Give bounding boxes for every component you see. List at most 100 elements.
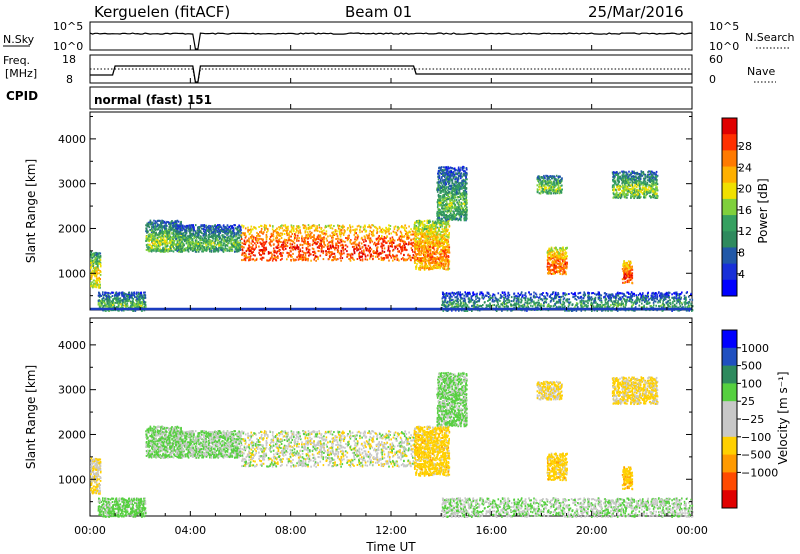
- power-cell: [440, 254, 442, 256]
- power-cell: [416, 265, 418, 267]
- power-cell: [424, 232, 426, 234]
- power-cell: [434, 257, 436, 259]
- power-cell: [244, 258, 246, 260]
- power-cell: [346, 256, 348, 258]
- power-cell: [195, 244, 197, 246]
- power-cell: [209, 250, 211, 252]
- power-cell: [434, 222, 436, 224]
- power-cell: [145, 297, 147, 299]
- power-cell: [295, 248, 297, 250]
- power-cell: [427, 233, 429, 235]
- power-cell: [130, 305, 132, 307]
- power-cell: [318, 245, 320, 247]
- power-cell: [430, 267, 432, 269]
- power-cell: [378, 238, 380, 240]
- power-cell: [248, 240, 250, 242]
- power-cell: [426, 255, 428, 257]
- power-cell: [376, 243, 378, 245]
- power-cell: [445, 235, 447, 237]
- power-cell: [297, 235, 299, 237]
- power-cell: [110, 303, 112, 305]
- power-cell: [177, 228, 179, 230]
- power-cell: [261, 238, 263, 240]
- noise-sky-label: N.Sky: [3, 33, 35, 46]
- power-cell: [409, 237, 411, 239]
- power-cell: [298, 258, 300, 260]
- power-cell: [235, 235, 237, 237]
- power-cell: [297, 248, 299, 250]
- power-cell: [359, 256, 361, 258]
- power-cell: [115, 298, 117, 300]
- power-cell: [238, 250, 240, 252]
- power-cell: [278, 239, 280, 241]
- power-cell: [396, 234, 398, 236]
- power-cell: [212, 228, 214, 230]
- power-cell: [274, 256, 276, 258]
- power-cell: [420, 260, 422, 262]
- power-cell: [381, 257, 383, 259]
- power-cell: [371, 254, 373, 256]
- power-cell: [326, 240, 328, 242]
- power-cell: [420, 254, 422, 256]
- power-cell: [310, 234, 312, 236]
- power-cell: [364, 239, 366, 241]
- power-cell: [93, 265, 95, 267]
- power-cell: [354, 251, 356, 253]
- power-cell: [332, 235, 334, 237]
- power-cell: [380, 253, 382, 255]
- power-cell: [255, 237, 257, 239]
- power-cell: [200, 245, 202, 247]
- power-cell: [184, 225, 186, 227]
- power-cell: [188, 243, 190, 245]
- power-cell: [262, 243, 264, 245]
- power-cell: [173, 225, 175, 227]
- power-cell: [340, 245, 342, 247]
- power-cell: [355, 236, 357, 238]
- power-cell: [273, 248, 275, 250]
- power-cell: [251, 226, 253, 228]
- power-cell: [198, 251, 200, 253]
- power-cell: [296, 239, 298, 241]
- power-cell: [266, 238, 268, 240]
- power-cell: [116, 295, 118, 297]
- power-cell: [445, 249, 447, 251]
- power-cell: [165, 240, 167, 242]
- power-cell: [404, 229, 406, 231]
- power-cell: [215, 237, 217, 239]
- power-cell: [354, 234, 356, 236]
- power-cell: [379, 227, 381, 229]
- power-cell: [95, 261, 97, 263]
- power-cell: [440, 226, 442, 228]
- power-cell: [434, 249, 436, 251]
- power-cell: [427, 260, 429, 262]
- power-cell: [227, 245, 229, 247]
- power-cell: [368, 245, 370, 247]
- power-cell: [428, 258, 430, 260]
- power-cell: [124, 292, 126, 294]
- power-cell: [295, 228, 297, 230]
- power-cell: [276, 259, 278, 261]
- power-cell: [420, 246, 422, 248]
- power-cell: [241, 225, 243, 227]
- power-cell: [321, 251, 323, 253]
- power-cell: [343, 234, 345, 236]
- power-cell: [137, 304, 139, 306]
- power-cell: [96, 282, 98, 284]
- power-cell: [340, 257, 342, 259]
- power-cell: [220, 225, 222, 227]
- power-cell: [242, 232, 244, 234]
- power-cell: [352, 246, 354, 248]
- power-cell: [228, 247, 230, 249]
- power-cell: [342, 257, 344, 259]
- power-cell: [212, 245, 214, 247]
- power-cell: [258, 235, 260, 237]
- power-cell: [243, 243, 245, 245]
- power-cell: [440, 222, 442, 224]
- power-cell: [370, 256, 372, 258]
- power-cell: [166, 221, 168, 223]
- power-cell: [414, 243, 416, 245]
- power-cell: [162, 247, 164, 249]
- power-cell: [294, 237, 296, 239]
- power-cell: [207, 229, 209, 231]
- power-cell: [204, 233, 206, 235]
